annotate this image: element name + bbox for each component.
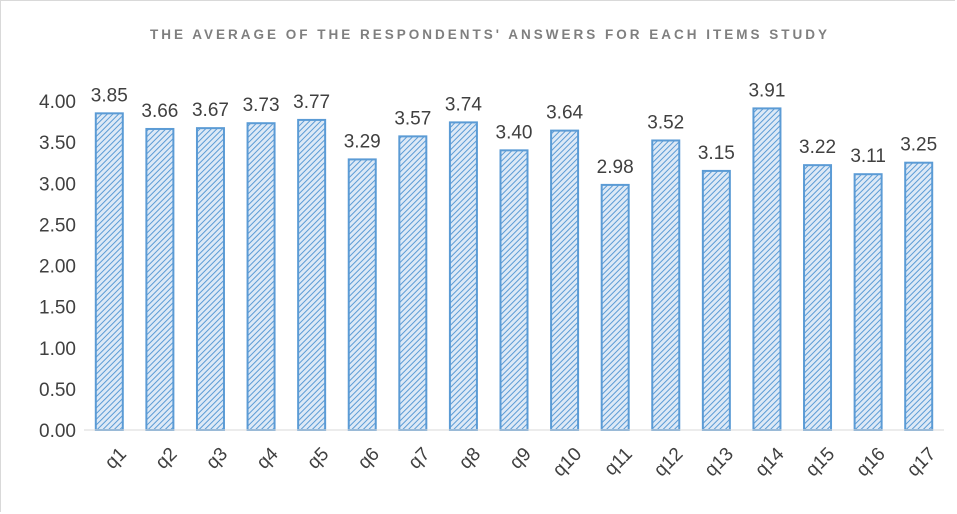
data-label-q8: 3.74 — [445, 94, 482, 115]
category-label-q16: q16 — [852, 444, 889, 481]
bar-q4 — [246, 122, 276, 432]
category-label-q3: q3 — [202, 444, 232, 474]
bar-q10 — [550, 129, 580, 432]
data-label-q9: 3.40 — [496, 122, 533, 143]
data-label-q3: 3.67 — [192, 100, 229, 121]
y-tick-label: 1.50 — [39, 298, 76, 319]
y-tick-label: 0.50 — [39, 380, 76, 401]
bar-q3 — [195, 127, 225, 432]
y-tick-label: 3.50 — [39, 133, 76, 154]
bar-q8 — [448, 121, 478, 431]
category-label-q15: q15 — [802, 444, 839, 481]
y-axis-ticks: 0.00 0.50 1.00 1.50 2.00 2.50 3.00 3.50 4.00 — [39, 92, 76, 442]
data-label-q11: 2.98 — [597, 157, 634, 178]
y-tick-label: 0.00 — [39, 421, 76, 442]
y-tick-label: 2.50 — [39, 215, 76, 236]
data-label-q14: 3.91 — [748, 80, 785, 101]
data-label-q6: 3.29 — [344, 131, 381, 152]
bar-q14 — [752, 107, 782, 431]
category-label-q9: q9 — [506, 444, 536, 474]
data-label-q15: 3.22 — [799, 137, 836, 158]
category-label-q11: q11 — [600, 444, 636, 480]
category-label-q4: q4 — [253, 443, 283, 473]
bar-q12 — [651, 139, 681, 431]
bar-q11 — [600, 183, 630, 431]
category-label-q12: q12 — [650, 444, 687, 481]
bar-q16 — [853, 173, 883, 431]
bar-q13 — [701, 169, 731, 431]
y-tick-label: 4.00 — [39, 92, 76, 113]
data-label-q2: 3.66 — [141, 101, 178, 122]
category-label-q8: q8 — [455, 444, 485, 474]
data-label-q7: 3.57 — [394, 108, 431, 129]
category-label-q1: q1 — [101, 444, 131, 474]
bar-q9 — [499, 149, 529, 431]
data-label-q12: 3.52 — [647, 112, 684, 133]
category-label-q2: q2 — [152, 444, 182, 474]
bar-q7 — [398, 135, 428, 431]
category-label-q6: q6 — [354, 444, 384, 474]
y-tick-label: 1.00 — [39, 339, 76, 360]
bar-q1 — [94, 112, 124, 432]
chart-title: THE AVERAGE OF THE RESPONDENTS' ANSWERS … — [150, 27, 830, 42]
data-labels: 3.85 3.66 3.67 3.73 3.77 3.29 3.57 3.74 3.40 3.64… — [91, 80, 937, 177]
data-label-q13: 3.15 — [698, 143, 735, 164]
data-label-q17: 3.25 — [900, 135, 937, 156]
category-label-q13: q13 — [701, 444, 738, 481]
bar-q15 — [803, 164, 833, 431]
category-label-q17: q17 — [903, 444, 940, 481]
bar-q17 — [904, 161, 934, 431]
data-label-q4: 3.73 — [243, 95, 280, 116]
data-label-q1: 3.85 — [91, 85, 128, 106]
category-label-q5: q5 — [303, 444, 333, 474]
bar-q6 — [347, 158, 377, 432]
data-label-q5: 3.77 — [293, 92, 330, 113]
category-labels: q1 q2 q3 q4 q5 q6 q7 q8 q9 q10 q11 q12 q13 q14 q15 q16 q… — [101, 443, 940, 481]
data-label-q10: 3.64 — [546, 103, 583, 124]
bar-q2 — [145, 127, 175, 431]
category-label-q7: q7 — [405, 444, 435, 474]
y-tick-label: 3.00 — [39, 174, 76, 195]
category-label-q14: q14 — [751, 443, 789, 481]
y-tick-label: 2.00 — [39, 257, 76, 278]
data-label-q16: 3.11 — [850, 146, 886, 167]
bar-q5 — [297, 118, 327, 431]
category-label-q10: q10 — [549, 444, 586, 481]
